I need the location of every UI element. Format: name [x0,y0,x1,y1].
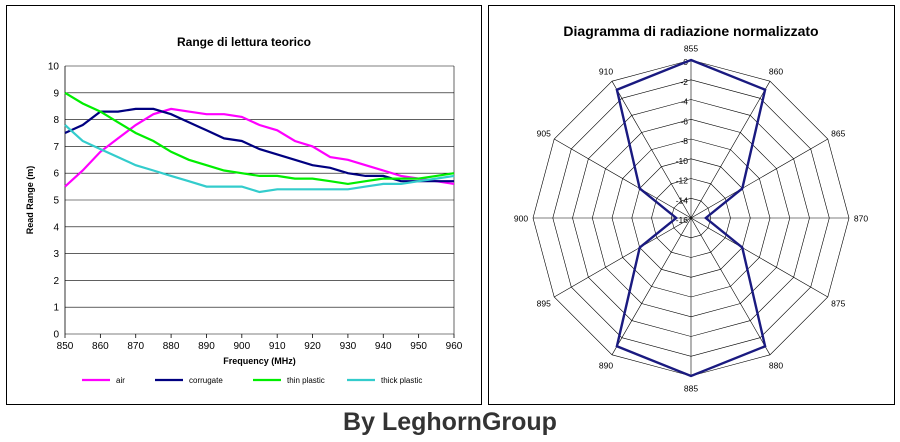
category-label: 860 [769,66,783,76]
y-tick-label: 7 [53,142,59,153]
x-tick-label: 890 [198,341,215,352]
x-tick-label: 940 [375,341,392,352]
radar-spoke [611,217,692,355]
x-tick-label: 850 [57,341,74,352]
x-tick-label: 860 [92,341,109,352]
r-tick-label: -12 [676,176,689,186]
x-tick-label: 870 [127,341,144,352]
r-tick-label: -2 [680,77,688,87]
y-tick-label: 9 [53,88,59,99]
x-tick-label: 900 [233,341,250,352]
series-line-thin-plastic [64,91,455,186]
radar-spoke [611,81,692,219]
x-tick-label: 910 [269,341,286,352]
r-tick-label: -8 [680,136,688,146]
r-tick-label: -14 [676,195,689,205]
footer-credit: By LeghornGroup [343,408,557,436]
legend-label: corrugate [189,376,223,385]
radar-spoke [554,138,692,219]
category-label: 870 [854,214,868,224]
y-tick-label: 10 [48,62,60,73]
category-label: 875 [831,299,845,309]
legend-label: thick plastic [381,376,422,385]
x-axis-label: Frequency (MHz) [223,356,296,366]
x-tick-label: 920 [304,341,321,352]
radar-spoke [554,217,692,298]
category-label: 905 [537,129,551,139]
r-tick-label: -16 [676,215,689,225]
radiation-pattern-line [615,58,767,378]
category-label: 910 [599,66,613,76]
y-tick-label: 5 [53,196,59,207]
chart-title: Diagramma di radiazione normalizzato [563,23,818,39]
y-tick-label: 0 [53,330,59,341]
chart-title: Range di lettura teorico [177,35,311,49]
category-label: 880 [769,361,783,371]
legend-label: thin plastic [287,376,325,385]
legend-label: air [116,376,125,385]
radar-spoke [690,217,828,298]
r-tick-label: -4 [680,97,688,107]
category-label: 855 [684,44,698,54]
r-tick-label: -6 [680,116,688,126]
y-axis-label: Read Range (m) [25,166,35,235]
x-tick-label: 880 [163,341,180,352]
x-tick-label: 960 [446,341,463,352]
y-tick-label: 4 [53,222,59,233]
category-label: 895 [537,299,551,309]
y-tick-label: 2 [53,276,59,287]
y-tick-label: 6 [53,169,59,180]
radar-spoke [690,138,828,219]
category-label: 885 [684,384,698,394]
category-label: 890 [599,361,613,371]
y-tick-label: 8 [53,115,59,126]
x-tick-label: 950 [410,341,427,352]
y-tick-label: 3 [53,249,59,260]
x-tick-label: 930 [340,341,357,352]
line-chart-panel: Range di lettura teorico 0 1 2 3 4 5 6 7 8 9 10 850 8… [6,5,482,405]
radar-chart: Diagramma di radiazione normalizzato 855 8… [514,23,868,394]
radar-spoke [690,217,771,355]
y-tick-label: 1 [53,303,59,314]
radar-chart-panel: Diagramma di radiazione normalizzato 855 8… [488,5,895,405]
radar-spoke [690,81,771,219]
category-label: 865 [831,129,845,139]
category-label: 900 [514,214,528,224]
series-line-thick-plastic [64,124,455,194]
r-tick-label: -10 [676,156,689,166]
